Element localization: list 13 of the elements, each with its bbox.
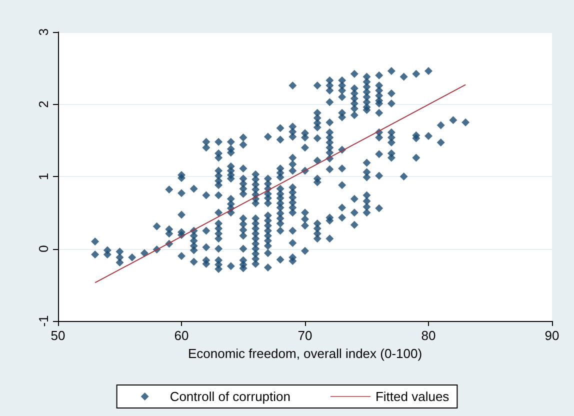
x-tick-label: 70 xyxy=(298,328,312,343)
x-tick-label: 80 xyxy=(421,328,436,343)
legend-label: Controll of corruption xyxy=(170,389,290,404)
x-tick-label: 50 xyxy=(50,328,66,343)
y-tick-label: 2 xyxy=(36,100,51,108)
legend-label: Fitted values xyxy=(375,389,450,404)
x-tick-label: 90 xyxy=(544,328,560,343)
y-tick-label: 1 xyxy=(36,172,51,180)
x-tick-label: 60 xyxy=(174,328,189,343)
x-axis-title: Economic freedom, overall index (0-100) xyxy=(188,346,422,361)
y-tick-label: 0 xyxy=(36,245,51,252)
y-tick-label: 3 xyxy=(36,28,51,36)
y-tick-label: -1 xyxy=(36,315,51,327)
